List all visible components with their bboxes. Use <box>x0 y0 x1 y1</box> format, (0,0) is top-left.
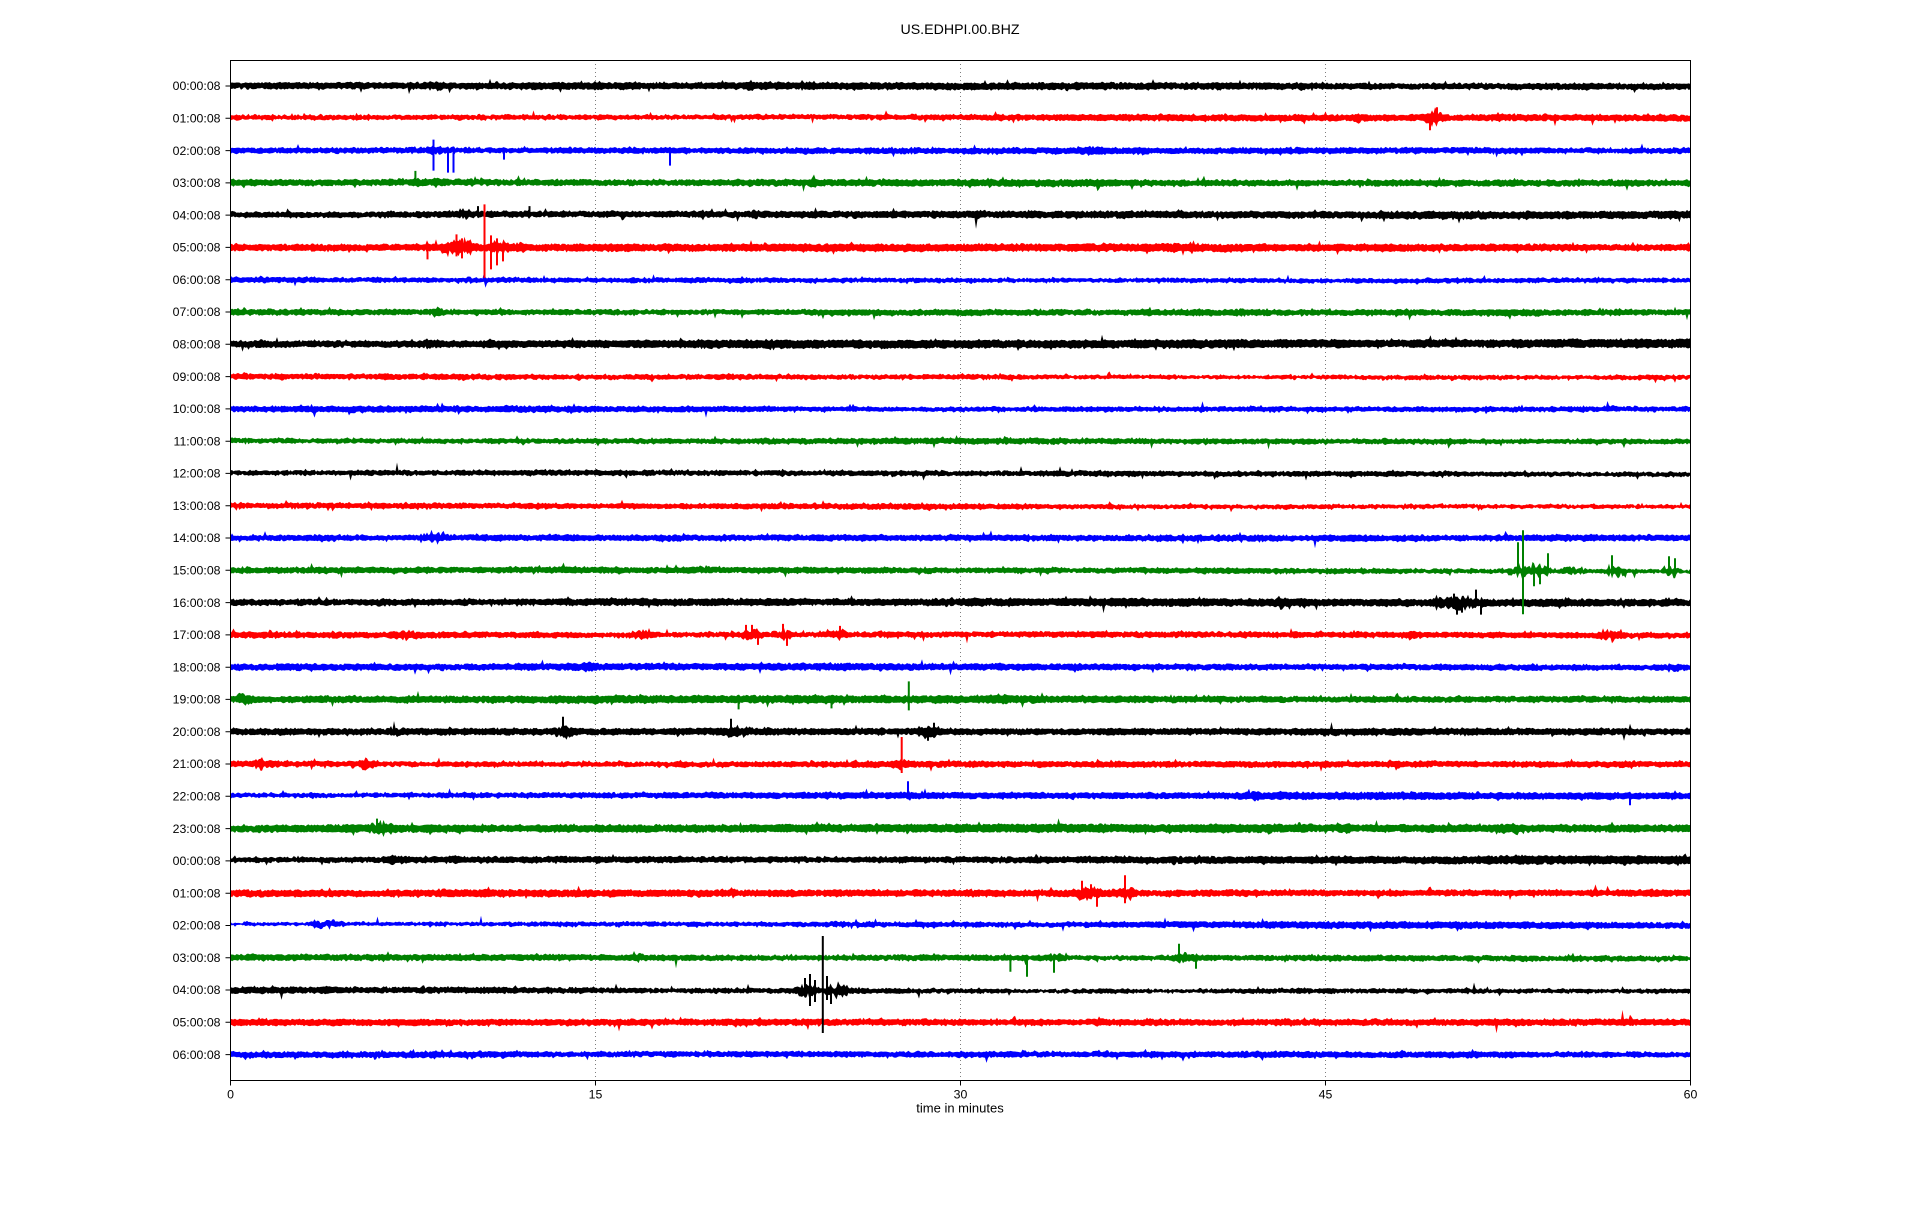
svg-text:20:00:08: 20:00:08 <box>173 725 221 739</box>
svg-text:18:00:08: 18:00:08 <box>173 660 221 674</box>
svg-text:05:00:08: 05:00:08 <box>173 1016 221 1030</box>
svg-text:60: 60 <box>1684 1088 1698 1102</box>
svg-text:13:00:08: 13:00:08 <box>173 499 221 513</box>
svg-text:time in minutes: time in minutes <box>916 1101 1004 1116</box>
svg-text:00:00:08: 00:00:08 <box>173 854 221 868</box>
svg-text:02:00:08: 02:00:08 <box>173 919 221 933</box>
svg-text:09:00:08: 09:00:08 <box>173 370 221 384</box>
svg-text:22:00:08: 22:00:08 <box>173 790 221 804</box>
svg-text:17:00:08: 17:00:08 <box>173 628 221 642</box>
svg-text:14:00:08: 14:00:08 <box>173 531 221 545</box>
svg-text:US.EDHPI.00.BHZ: US.EDHPI.00.BHZ <box>900 22 1019 38</box>
svg-text:05:00:08: 05:00:08 <box>173 241 221 255</box>
svg-text:11:00:08: 11:00:08 <box>174 434 221 448</box>
svg-text:02:00:08: 02:00:08 <box>173 144 221 158</box>
svg-text:03:00:08: 03:00:08 <box>173 176 221 190</box>
svg-text:04:00:08: 04:00:08 <box>173 983 221 997</box>
svg-text:16:00:08: 16:00:08 <box>173 596 221 610</box>
svg-text:0: 0 <box>227 1088 234 1102</box>
svg-text:15:00:08: 15:00:08 <box>173 564 221 578</box>
svg-text:08:00:08: 08:00:08 <box>173 338 221 352</box>
svg-text:04:00:08: 04:00:08 <box>173 208 221 222</box>
svg-text:03:00:08: 03:00:08 <box>173 951 221 965</box>
svg-text:19:00:08: 19:00:08 <box>173 693 221 707</box>
svg-text:06:00:08: 06:00:08 <box>173 273 221 287</box>
svg-text:01:00:08: 01:00:08 <box>173 886 221 900</box>
svg-text:00:00:08: 00:00:08 <box>173 79 221 93</box>
svg-text:06:00:08: 06:00:08 <box>173 1048 221 1062</box>
svg-text:30: 30 <box>954 1088 968 1102</box>
svg-text:15: 15 <box>589 1088 603 1102</box>
svg-text:07:00:08: 07:00:08 <box>173 305 221 319</box>
svg-text:45: 45 <box>1319 1088 1333 1102</box>
svg-text:10:00:08: 10:00:08 <box>173 402 221 416</box>
svg-text:23:00:08: 23:00:08 <box>173 822 221 836</box>
svg-text:12:00:08: 12:00:08 <box>173 467 221 481</box>
svg-text:21:00:08: 21:00:08 <box>173 757 221 771</box>
svg-text:01:00:08: 01:00:08 <box>173 112 221 126</box>
